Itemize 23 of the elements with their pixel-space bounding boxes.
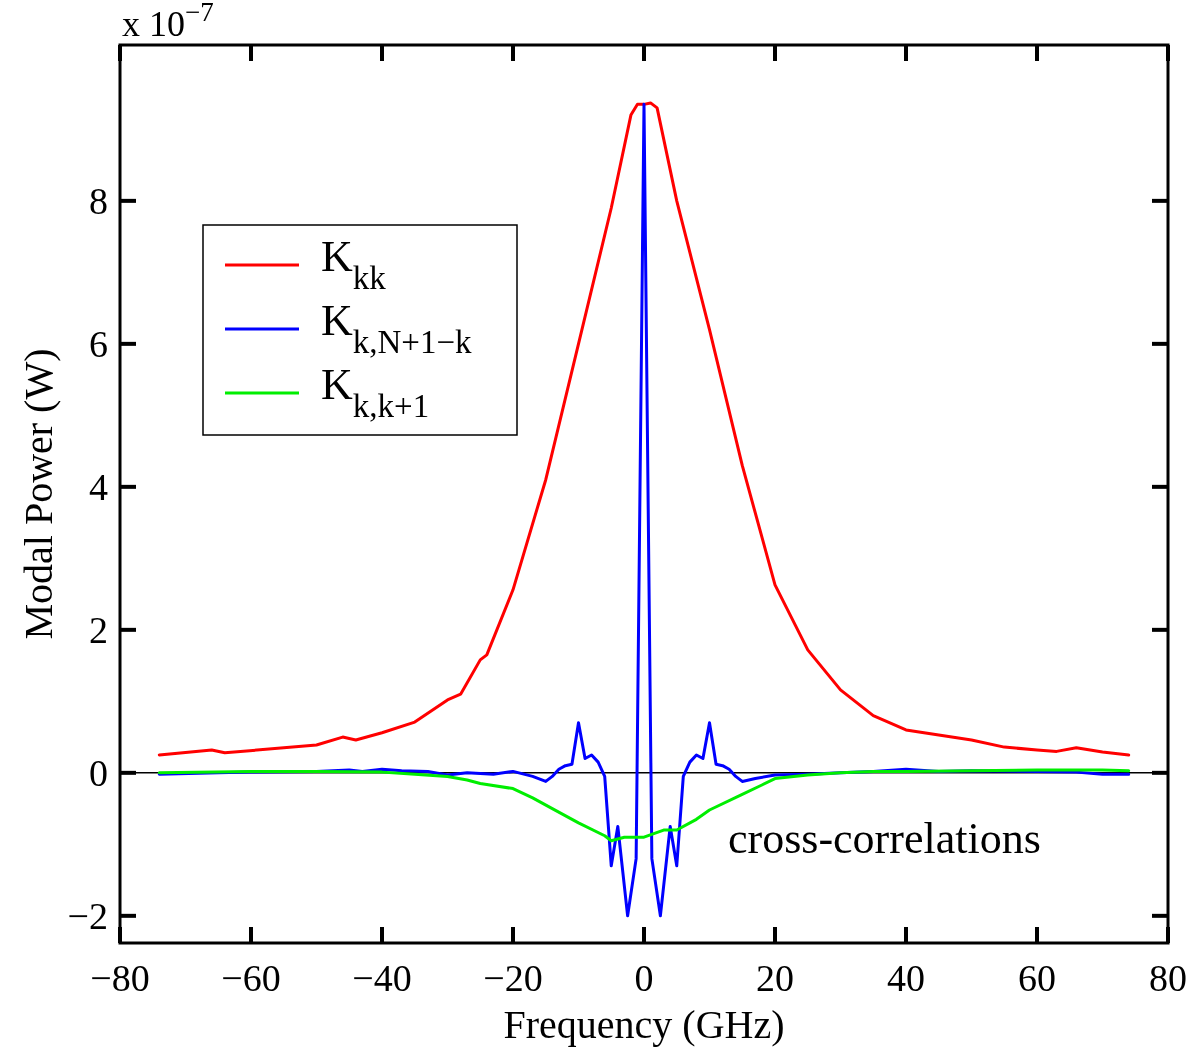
line-series xyxy=(157,101,1131,757)
y-tick-label: 4 xyxy=(89,466,108,509)
x-tick-label: 20 xyxy=(756,957,794,999)
x-tick-label: −60 xyxy=(221,957,281,999)
legend-label: K$_{k,k+1}$ xyxy=(321,360,430,424)
x-tick-label: −80 xyxy=(90,957,150,999)
y-tick-label: 8 xyxy=(89,180,108,223)
x-tick-label: 60 xyxy=(1018,957,1056,999)
x-tick-label: −20 xyxy=(483,957,543,999)
legend-label: K$_{kk}$ xyxy=(321,232,387,296)
x-tick-label: 0 xyxy=(634,957,654,999)
x-tick-label: 80 xyxy=(1149,957,1187,999)
legend-label: K$_{k,N+1−k}$ xyxy=(321,296,473,360)
text: x 10$^{−7}$ xyxy=(122,0,214,44)
y-tick-label: 0 xyxy=(89,752,108,795)
y-axis-title: Modal Power (W) xyxy=(16,348,61,640)
y-tick-label: −2 xyxy=(67,895,108,938)
x-tick-label: −40 xyxy=(352,957,412,999)
x-tick-label: 40 xyxy=(887,957,925,999)
y-tick-label: 2 xyxy=(89,609,108,652)
x-axis-title: Frequency (GHz) xyxy=(503,1002,785,1047)
annotation: cross-correlations xyxy=(728,814,1041,863)
y-tick-label: 6 xyxy=(89,323,108,366)
